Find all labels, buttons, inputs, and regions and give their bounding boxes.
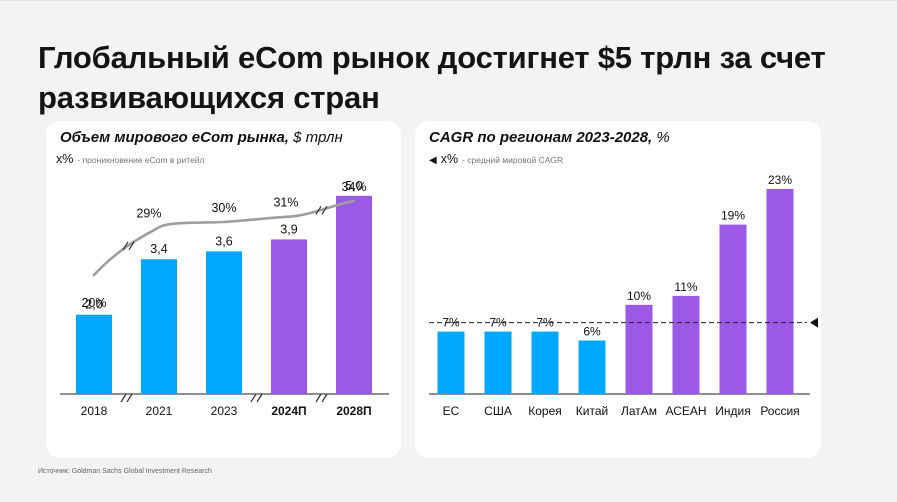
x-tick-label: Россия	[760, 404, 799, 418]
x-tick-label: ЛатАм	[621, 404, 657, 418]
line-break-2-0	[315, 206, 322, 215]
page-title: Глобальный eCom рынок достигнет $5 трлн …	[38, 40, 826, 115]
penetration-label: 34%	[341, 180, 366, 194]
cagr-chart: 7%ЕС7%США7%Корея6%Китай10%ЛатАм11%АСЕАН1…	[429, 173, 818, 418]
cagr-title-unit: %	[656, 129, 670, 146]
bar-2018	[76, 314, 112, 394]
x-tick-label: 2028П	[336, 404, 371, 418]
top-divider	[0, 0, 897, 1]
penetration-legend: x% - проникновение eCom в ритейл	[56, 152, 205, 166]
bar-value-label: 5,0	[345, 179, 362, 193]
cagr-card: CAGR по регионам 2023-2028, % ◀ x% - сре…	[415, 121, 821, 458]
x-tick-label: Корея	[528, 404, 562, 418]
penetration-label: 20%	[81, 296, 106, 310]
x-tick-label: ЕС	[443, 404, 460, 418]
bar-value-label: 6%	[583, 325, 601, 339]
penetration-label: 31%	[273, 196, 298, 210]
source-note: Источник: Goldman Sachs Global Investmen…	[38, 468, 212, 475]
penetration-label: 30%	[211, 201, 236, 215]
market-volume-title: Объем мирового eCom рынка, $ трлн	[60, 129, 343, 146]
bar-ЛатАм	[625, 304, 653, 394]
penetration-label: 29%	[136, 206, 161, 220]
bar-Китай	[578, 340, 606, 394]
bar-value-label: 19%	[721, 209, 745, 223]
cagr-legend-note: - средний мировой CAGR	[462, 155, 564, 165]
x-tick-label: Китай	[576, 404, 608, 418]
bar-ЕС	[437, 331, 465, 394]
x-tick-label: 2021	[146, 404, 173, 418]
penetration-line	[92, 199, 356, 277]
bar-value-label: 10%	[627, 289, 651, 303]
bar-АСЕАН	[672, 295, 700, 394]
cagr-title-text: CAGR по регионам 2023-2028,	[429, 129, 653, 146]
bar-value-label: 2,0	[85, 298, 102, 312]
axis-break-1-1	[126, 393, 133, 403]
axis-break-1-0	[120, 393, 127, 403]
bar-2028П	[336, 195, 372, 394]
market-volume-card: Объем мирового eCom рынка, $ трлн x% - п…	[46, 121, 401, 458]
x-tick-label: Индия	[715, 404, 750, 418]
axis-break-3-1	[321, 393, 328, 403]
line-break-1-0	[122, 241, 129, 251]
bar-value-label: 7%	[489, 316, 507, 330]
penetration-legend-note: - проникновение eCom в ритейл	[77, 155, 205, 165]
bar-Россия	[766, 188, 794, 394]
bar-value-label: 23%	[768, 173, 792, 187]
axis-break-3-0	[315, 393, 322, 403]
cagr-legend: ◀ x% - средний мировой CAGR	[429, 152, 563, 166]
x-tick-label: 2018	[81, 404, 108, 418]
left-arrow-icon	[810, 317, 818, 328]
bar-value-label: 3,9	[280, 222, 297, 236]
cagr-legend-marker: x%	[440, 152, 459, 166]
axis-break-2-0	[250, 393, 257, 403]
axis-break-2-1	[256, 393, 263, 403]
line-break-1-1	[128, 241, 135, 251]
market-volume-title-text: Объем мирового eCom рынка,	[60, 129, 289, 146]
x-tick-label: 2024П	[271, 404, 306, 418]
cagr-title: CAGR по регионам 2023-2028, %	[429, 129, 670, 146]
bar-2023	[206, 251, 242, 394]
bar-value-label: 11%	[674, 280, 697, 294]
market-volume-chart: 2,0 2018 3,4 2021 3,6 2023 3,9 2024П 5,0 2028П 20%…	[60, 179, 389, 418]
bar-value-label: 3,6	[215, 234, 232, 248]
bar-США	[484, 331, 512, 394]
x-tick-label: США	[484, 404, 512, 418]
bar-2021	[141, 259, 177, 394]
bar-2024П	[271, 239, 307, 394]
line-break-2-1	[321, 206, 328, 215]
x-tick-label: 2023	[211, 404, 238, 418]
bar-Корея	[531, 331, 559, 394]
bar-value-label: 3,4	[150, 242, 167, 256]
x-tick-label: АСЕАН	[665, 404, 706, 418]
market-volume-title-unit: $ трлн	[293, 129, 343, 146]
bar-Индия	[719, 224, 747, 394]
bar-value-label: 7%	[442, 316, 460, 330]
left-arrow-icon: ◀	[429, 155, 437, 166]
penetration-legend-marker: x%	[56, 152, 74, 166]
